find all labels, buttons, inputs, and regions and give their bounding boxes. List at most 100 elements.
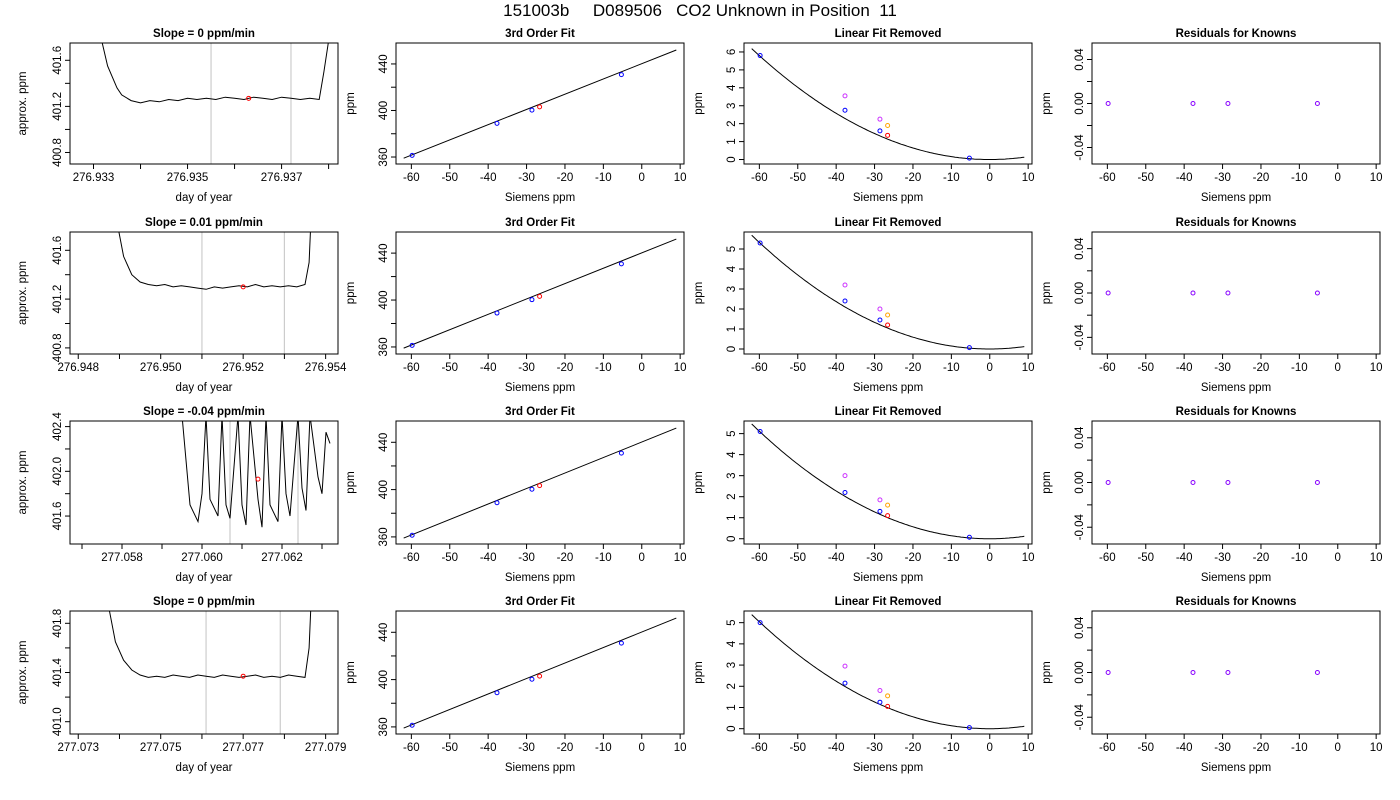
x-tick-label: -20 (1253, 552, 1270, 564)
x-axis-label: day of year (176, 572, 233, 584)
x-tick-label: -40 (480, 742, 497, 754)
panel-row2-fit: 3rd Order Fit -60 -50 -40 -30 -20 -10 0 10 360 400… (345, 217, 687, 394)
plot-area (1105, 670, 1320, 675)
data-point-blue (618, 261, 624, 267)
y-tick-label: 6 (726, 49, 738, 55)
data-point-red (537, 673, 543, 679)
plot-area (403, 238, 677, 349)
y-tick-label: 400.8 (52, 138, 64, 167)
y-tick-label: 360 (378, 147, 390, 166)
y-axis-label: approx. ppm (17, 261, 29, 325)
x-tick-label: -50 (441, 742, 458, 754)
panel-row4-resid: Residuals for Knowns -60 -50 -40 -30 -20 -10 0 1… (1041, 596, 1383, 774)
plot-area (1105, 480, 1320, 485)
x-tick-label: -20 (1253, 362, 1270, 374)
data-point-purple (1225, 101, 1231, 106)
panel-title: Slope = 0.01 ppm/min (145, 217, 263, 229)
data-point-red (537, 293, 543, 299)
x-tick-label: 0 (987, 552, 993, 564)
panel-row1-linfit: Linear Fit Removed -60 -50 -40 -30 -20 -10 0 10 0… (693, 28, 1035, 204)
plot-area (751, 234, 1025, 351)
x-tick-label: 0 (987, 362, 993, 374)
fit-line (403, 49, 677, 159)
panel-row2-resid: Residuals for Knowns -60 -50 -40 -30 -20 -10 0 1… (1041, 217, 1383, 394)
x-tick-label: -30 (1214, 362, 1231, 374)
x-tick-label: -40 (480, 172, 497, 184)
x-tick-label: -30 (866, 552, 883, 564)
data-point-magenta (877, 306, 883, 312)
data-point-purple (1314, 480, 1320, 485)
x-tick-label: 277.075 (140, 742, 182, 754)
x-tick-label: 276.933 (73, 172, 115, 184)
data-point-purple (1105, 480, 1111, 485)
x-tick-label: 0 (639, 552, 645, 564)
x-tick-label: 276.954 (305, 362, 347, 374)
plot-area (181, 421, 331, 544)
x-tick-label: -10 (943, 362, 960, 374)
panel-frame (69, 231, 339, 355)
data-point-blue (842, 107, 848, 113)
x-tick-label: -60 (1099, 172, 1116, 184)
panel-title: Linear Fit Removed (835, 28, 942, 40)
y-tick-label: 440 (378, 244, 390, 263)
x-tick-label: -60 (403, 552, 420, 564)
y-tick-label: 3 (726, 472, 738, 478)
fit-curve (751, 614, 1025, 730)
y-tick-label: 2 (726, 493, 738, 499)
x-tick-label: 0 (1335, 172, 1341, 184)
fit-curve (751, 423, 1025, 540)
x-axis-label: Siemens ppm (1201, 572, 1271, 584)
x-axis-label: Siemens ppm (853, 382, 923, 394)
x-tick-label: 277.058 (101, 552, 143, 564)
x-tick-label: 10 (674, 742, 687, 754)
y-tick-label: 3 (726, 103, 738, 109)
y-tick-label: 0.00 (1074, 92, 1086, 114)
x-tick-label: 10 (1370, 552, 1383, 564)
x-tick-label: -20 (557, 172, 574, 184)
y-tick-label: 401.2 (52, 285, 64, 314)
x-tick-label: -60 (403, 362, 420, 374)
x-tick-label: -50 (1137, 552, 1154, 564)
data-point-magenta (842, 473, 848, 479)
y-tick-label: 401.2 (52, 92, 64, 121)
x-tick-label: -50 (1137, 742, 1154, 754)
x-tick-label: 10 (674, 172, 687, 184)
fit-line (403, 617, 677, 729)
y-tick-label: 0 (726, 725, 738, 731)
y-tick-label: 440 (378, 433, 390, 452)
y-tick-label: 400 (378, 101, 390, 120)
x-tick-label: -60 (1099, 742, 1116, 754)
y-tick-label: 402.4 (52, 412, 64, 441)
panel-frame (1091, 420, 1381, 545)
x-tick-label: -40 (480, 552, 497, 564)
x-tick-label: -50 (789, 362, 806, 374)
x-tick-label: -50 (789, 742, 806, 754)
x-axis-label: Siemens ppm (505, 382, 575, 394)
x-tick-label: -60 (1099, 552, 1116, 564)
fit-line (403, 427, 677, 539)
y-tick-label: 5 (726, 246, 738, 252)
x-tick-label: -10 (943, 172, 960, 184)
x-tick-label: -40 (828, 172, 845, 184)
data-point-purple (1190, 480, 1196, 485)
data-point-magenta (877, 688, 883, 694)
data-point-blue (966, 155, 972, 161)
data-point-blue (494, 120, 500, 126)
panel-frame (743, 610, 1033, 735)
plot-area (403, 49, 677, 159)
fit-curve (751, 48, 1025, 160)
panel-title: Linear Fit Removed (835, 406, 942, 418)
data-point-purple (1225, 290, 1231, 296)
fit-curve (751, 234, 1025, 350)
trace-line (108, 611, 312, 678)
x-tick-label: -40 (1176, 552, 1193, 564)
panel-row1-resid: Residuals for Knowns -60 -50 -40 -30 -20 -10 0 1… (1041, 28, 1383, 204)
y-tick-label: 0.04 (1074, 237, 1086, 260)
panel-frame (395, 610, 685, 735)
x-tick-label: -60 (403, 172, 420, 184)
y-tick-label: 4 (726, 451, 738, 458)
data-point-blue (877, 508, 883, 514)
y-tick-label: 5 (726, 430, 738, 436)
y-tick-label: 5 (726, 67, 738, 73)
